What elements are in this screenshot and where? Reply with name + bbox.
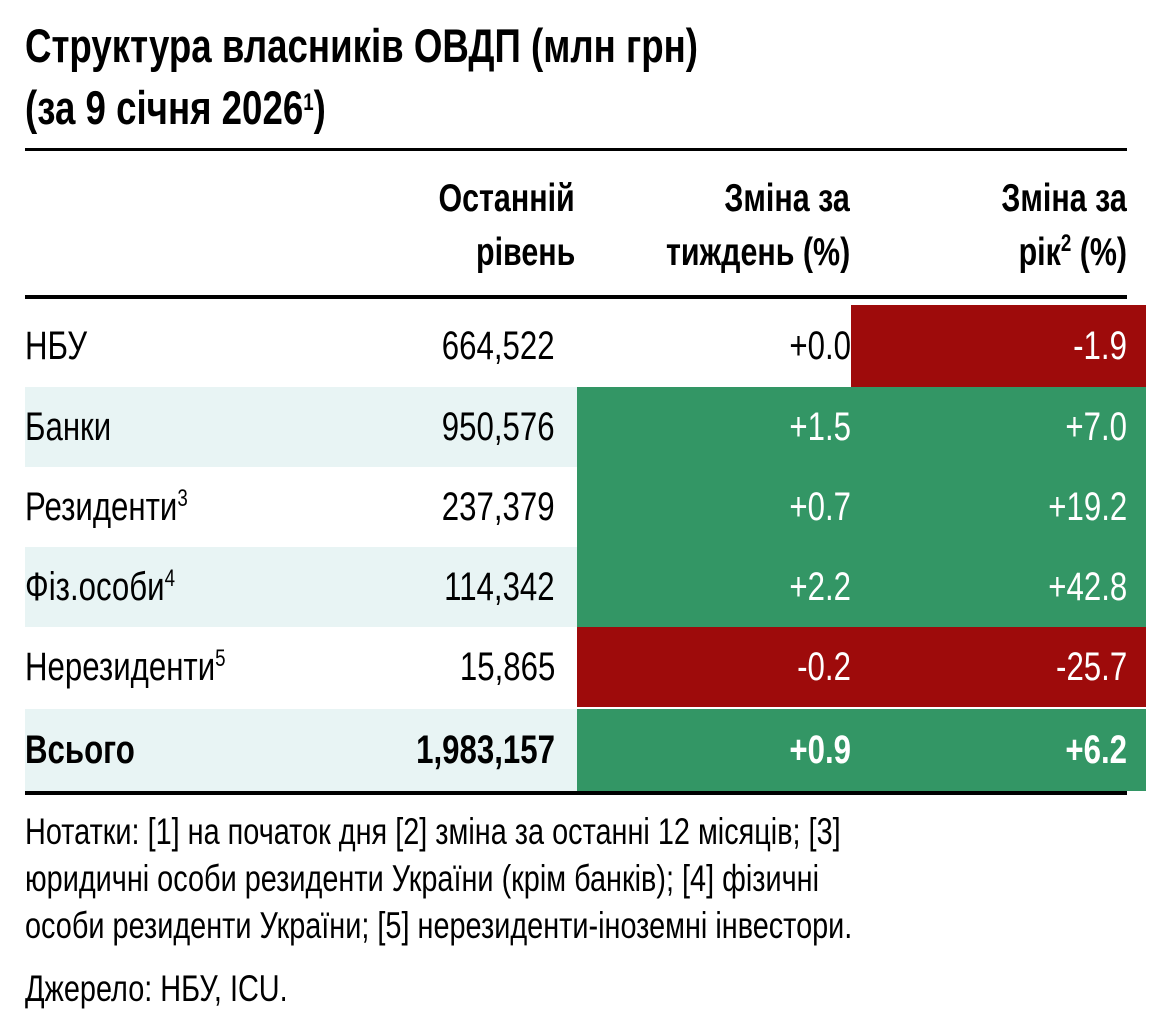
header-week: Зміна за тиждень (%)	[550, 172, 850, 280]
source: Джерело: НБУ, ICU.	[25, 965, 362, 1012]
week-change-cell: +2.2	[577, 547, 873, 627]
header-week-line1: Зміна за	[724, 177, 850, 220]
year-change-value: -1.9	[1073, 323, 1127, 368]
row-label-text: Нерезиденти	[25, 644, 216, 689]
header-year-word: рік	[1018, 231, 1061, 274]
title-line-2: (за 9 січня 20261)	[25, 80, 411, 136]
row-label: Нерезиденти5	[25, 627, 577, 707]
row-label-text: Резиденти	[25, 484, 178, 529]
year-change-value: +7.0	[1065, 404, 1127, 449]
week-change-cell: +1.5	[577, 387, 873, 467]
footnote-ref: 3	[177, 484, 188, 512]
table-row: Банки 950,576 +1.5 +7.0	[25, 387, 1146, 467]
level-value: 950,576	[442, 404, 555, 449]
footnote-ref: 2	[1060, 230, 1072, 257]
level-cell: 15,865	[25, 627, 555, 707]
year-change-cell: +6.2	[851, 709, 1146, 791]
header-level: Останній рівень	[300, 172, 575, 280]
bottom-rule	[25, 791, 1127, 795]
row-label: Фіз.особи4	[25, 547, 577, 627]
row-band	[25, 547, 577, 627]
row-label-text: Банки	[25, 404, 112, 449]
year-change-cell: -25.7	[851, 627, 1146, 707]
week-change-value: +1.5	[789, 404, 851, 449]
year-change-cell: -1.9	[851, 305, 1146, 387]
table-row: НБУ 664,522 +0.0 -1.9	[25, 305, 1146, 387]
level-cell: 1,983,157	[25, 709, 555, 791]
footnote-ref: 1	[303, 89, 314, 116]
note-line: юридичні особи резиденти України (крім б…	[25, 858, 820, 899]
level-value: 237,379	[442, 484, 555, 529]
source-text: Джерело: НБУ, ICU.	[25, 968, 288, 1009]
year-change-value: +6.2	[1065, 727, 1127, 772]
row-band	[25, 709, 577, 791]
level-value: 1,983,157	[416, 727, 555, 772]
title-date: (за 9 січня 2026	[25, 81, 304, 134]
header-rule	[25, 295, 1127, 299]
row-label-text: Фіз.особи	[25, 564, 165, 609]
row-label-text: НБУ	[25, 323, 88, 368]
week-change-value: +0.9	[789, 727, 851, 772]
notes: Нотатки: [1] на початок дня [2] зміна за…	[25, 808, 1152, 949]
table-row: Нерезиденти5 15,865 -0.2 -25.7	[25, 627, 1146, 707]
level-cell: 664,522	[25, 305, 555, 387]
row-label-text: Всього	[25, 727, 135, 772]
year-change-cell: +19.2	[851, 467, 1146, 547]
week-change-value: -0.2	[797, 644, 851, 689]
week-change-value: +0.0	[789, 323, 851, 368]
week-change-value: +0.7	[789, 484, 851, 529]
header-year-line1: Зміна за	[1001, 177, 1127, 220]
week-change-cell: +0.0	[577, 305, 873, 387]
week-change-cell: +0.7	[577, 467, 873, 547]
note-line: Нотатки: [1] на початок дня [2] зміна за…	[25, 811, 841, 852]
header-year-line2: рік2 (%)	[1019, 226, 1127, 280]
year-change-value: +42.8	[1048, 564, 1127, 609]
week-change-cell: -0.2	[577, 627, 873, 707]
year-change-value: +19.2	[1048, 484, 1127, 529]
footnote-ref: 4	[164, 564, 176, 592]
row-label: Резиденти3	[25, 467, 577, 547]
row-label: Всього	[25, 709, 577, 791]
title-text: Структура власників ОВДП (млн грн)	[25, 19, 698, 72]
row-band	[25, 387, 577, 467]
table-row: Фіз.особи4 114,342 +2.2 +42.8	[25, 547, 1146, 627]
level-value: 114,342	[444, 564, 555, 609]
footnote-ref: 5	[215, 644, 226, 672]
note-line: особи резиденти України; [5] нерезиденти…	[25, 905, 853, 946]
row-label: Банки	[25, 387, 577, 467]
table-row: Резиденти3 237,379 +0.7 +19.2	[25, 467, 1146, 547]
level-value: 15,865	[459, 644, 555, 689]
row-label: НБУ	[25, 305, 577, 387]
level-cell: 950,576	[25, 387, 555, 467]
level-cell: 237,379	[25, 467, 555, 547]
week-change-cell: +0.9	[577, 709, 873, 791]
title-paren: )	[313, 81, 326, 134]
title-text-2: (за 9 січня 20261)	[25, 80, 326, 136]
year-change-cell: +42.8	[851, 547, 1146, 627]
table-row: Всього 1,983,157 +0.9 +6.2	[25, 709, 1146, 791]
level-value: 664,522	[442, 323, 555, 368]
header-week-line2: тиждень (%)	[665, 231, 850, 274]
top-rule	[25, 148, 1127, 151]
header-year: Зміна за рік2 (%)	[830, 172, 1127, 280]
header-level-line2: рівень	[475, 231, 575, 274]
header-year-unit: (%)	[1071, 231, 1127, 274]
title-line-1: Структура власників ОВДП (млн грн)	[25, 18, 888, 74]
week-change-value: +2.2	[789, 564, 851, 609]
year-change-value: -25.7	[1055, 644, 1127, 689]
year-change-cell: +7.0	[851, 387, 1146, 467]
level-cell: 114,342	[25, 547, 555, 627]
header-level-line1: Останній	[438, 177, 575, 220]
